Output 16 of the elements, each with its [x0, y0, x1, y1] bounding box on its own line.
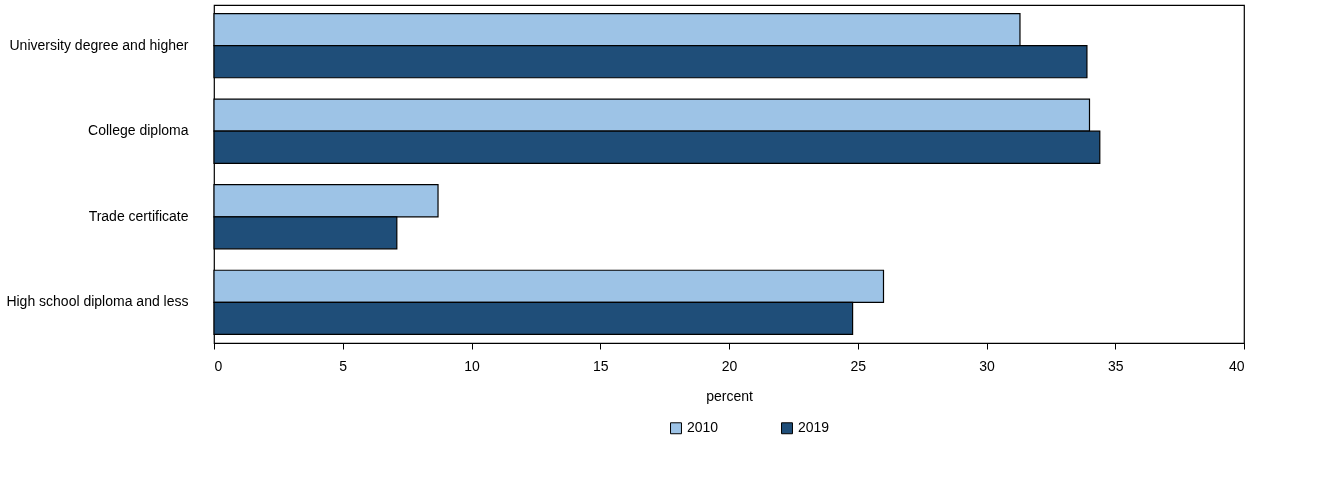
x-tick-label: 20 [721, 357, 738, 374]
x-axis-title: percent [706, 387, 753, 404]
y-tick-label: University degree and higher [9, 36, 189, 53]
x-tick-label: 35 [1107, 357, 1124, 374]
x-tick-label: 10 [464, 357, 480, 374]
legend-label: 2019 [798, 419, 830, 436]
x-tick-label: 15 [592, 357, 609, 374]
x-tick-label: 5 [339, 357, 348, 374]
y-tick-label: College diploma [88, 122, 189, 139]
x-tick-label: 25 [850, 357, 867, 374]
x-tick-label: 0 [214, 357, 223, 374]
x-tick-label: 30 [979, 357, 995, 374]
legend-label: 2010 [687, 419, 719, 436]
x-tick-label: 40 [1228, 357, 1245, 374]
y-tick-label: High school diploma and less [6, 293, 189, 310]
y-tick-label: Trade certificate [88, 207, 189, 224]
